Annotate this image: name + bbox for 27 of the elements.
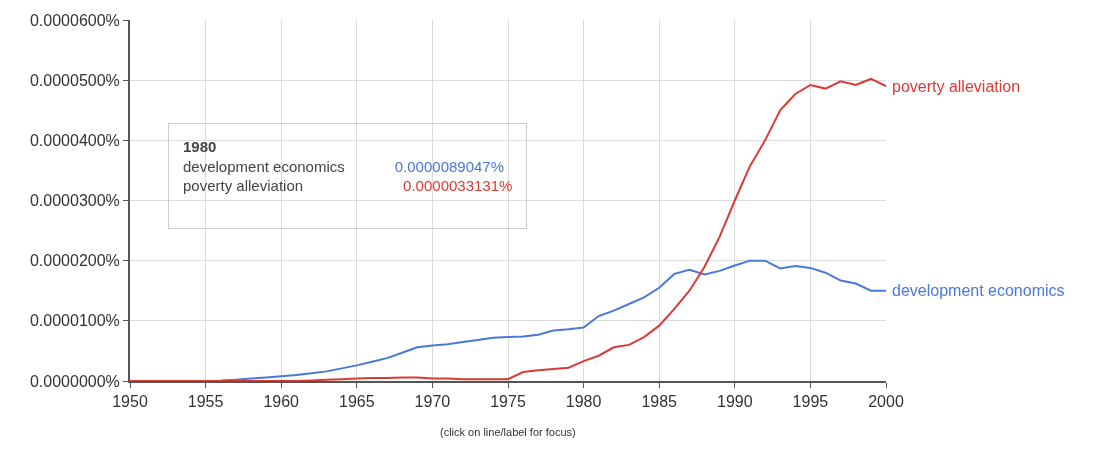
annotation: 0.0000033131%: [403, 177, 513, 194]
x-tick-label: 1975: [490, 393, 526, 411]
x-tick-label: 1995: [792, 393, 829, 411]
y-tick-label: 0.0000500%: [29, 71, 120, 89]
y-tick-label: 0.0000100%: [29, 312, 120, 330]
x-tick-label: 1950: [112, 393, 148, 411]
x-tick-label: 1980: [565, 393, 602, 411]
x-tick-label: 1985: [641, 393, 678, 411]
y-tick-label: 0.0000300%: [29, 192, 120, 210]
x-tick-label: 2000: [868, 393, 904, 411]
annotation: 0.0000089047%: [394, 157, 505, 175]
y-tick-label: 0.0000400%: [29, 131, 120, 149]
line-series: [219, 259, 886, 381]
annotation: poverty alleviation: [183, 177, 304, 194]
annotation: development economics: [183, 157, 345, 175]
y-tick-label: 0.0000600%: [29, 11, 120, 29]
x-tick-label: 1965: [339, 393, 375, 411]
series-label: development economics: [892, 282, 1065, 299]
text: (click on line/label for focus): [440, 426, 576, 438]
annotation: 1980: [183, 138, 217, 155]
x-tick-label: 1955: [187, 393, 224, 411]
y-tick-label: 0.0000000%: [29, 372, 120, 390]
series-label: poverty alleviation: [892, 78, 1021, 95]
x-tick-label: 1960: [263, 393, 300, 411]
y-tick-label: 0.0000200%: [29, 252, 120, 270]
x-tick-label: 1990: [717, 393, 753, 411]
x-tick-label: 1970: [414, 393, 451, 411]
